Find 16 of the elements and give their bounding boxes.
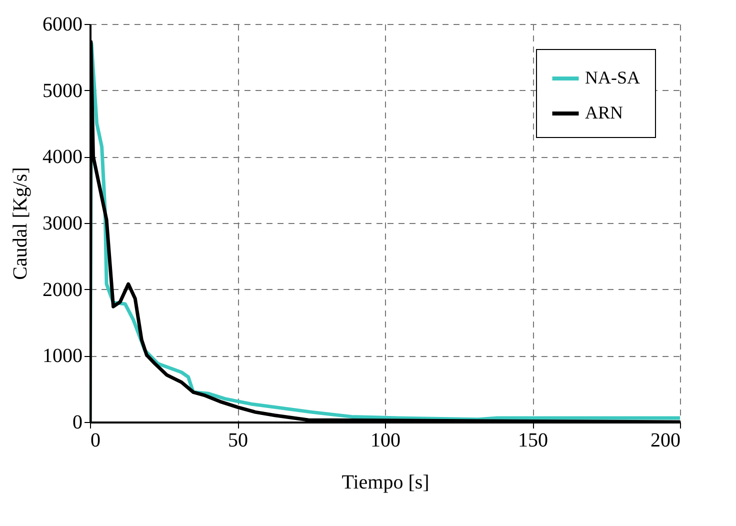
x-tick-label: 200: [650, 430, 680, 452]
y-tick-label: 1000: [42, 345, 82, 368]
y-axis-title: Caudal [Kg/s]: [10, 167, 32, 280]
x-tick-label: 0: [90, 430, 100, 452]
y-tick-label: 2000: [42, 278, 82, 301]
x-axis-title: Tiempo [s]: [342, 472, 430, 494]
x-tick-label: 100: [370, 430, 400, 452]
x-tick-label: 50: [228, 430, 248, 452]
legend-label: ARN: [585, 102, 624, 122]
y-tick-label: 4000: [42, 146, 82, 168]
y-tick-label: 5000: [42, 80, 82, 102]
y-tick-label: 0: [72, 412, 82, 434]
y-tick-label: 6000: [42, 14, 82, 36]
x-tick-label: 150: [518, 430, 548, 452]
y-tick-label: 3000: [42, 212, 82, 234]
legend-label: NA-SA: [585, 68, 640, 88]
